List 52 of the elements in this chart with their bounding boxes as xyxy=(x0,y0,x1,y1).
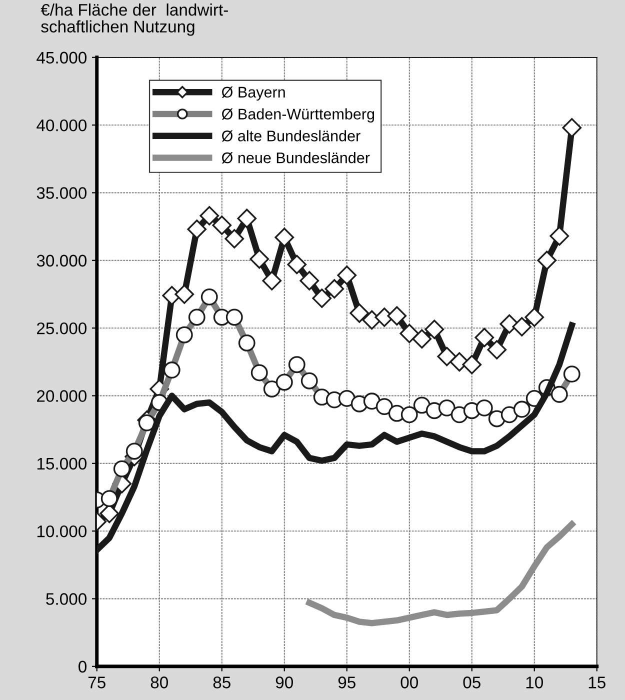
point xyxy=(237,208,257,228)
point xyxy=(312,288,332,308)
legend-label: Ø neue Bundesländer xyxy=(222,152,370,164)
point xyxy=(424,320,444,340)
x-tick-label: 85 xyxy=(213,676,230,688)
x-tick-label: 95 xyxy=(338,676,356,688)
point xyxy=(487,340,507,360)
point xyxy=(437,346,457,366)
y-tick-label: 40.000 xyxy=(36,119,87,132)
point xyxy=(462,354,482,374)
point xyxy=(300,271,320,290)
point xyxy=(550,226,570,246)
x-tick-label: 75 xyxy=(88,676,106,688)
y-tick-label: 15.000 xyxy=(37,458,87,470)
point xyxy=(400,324,420,344)
point xyxy=(174,284,194,304)
x-tick-label: 80 xyxy=(150,676,168,688)
x-tick-label: 10 xyxy=(526,676,543,688)
y-tick-label: 0 xyxy=(78,660,86,673)
x-tick-label: 00 xyxy=(400,676,418,688)
point xyxy=(224,229,244,248)
x-tick-label: 05 xyxy=(463,676,480,688)
y-axis-title: €/ha Fläche der landwirt- schaftlichen Nutzung xyxy=(40,4,228,36)
legend-label: Ø Bayern xyxy=(222,86,285,101)
legend-label: Ø Baden-Württemberg xyxy=(222,108,374,122)
y-tick-label: 45.000 xyxy=(36,52,87,64)
x-tick-label: 15 xyxy=(588,676,606,688)
y-tick-label: 10.000 xyxy=(37,525,87,538)
point xyxy=(324,279,344,298)
point xyxy=(562,118,582,138)
point xyxy=(287,254,307,274)
y-tick-label: 25.000 xyxy=(37,322,87,334)
point xyxy=(262,271,282,290)
point xyxy=(250,249,270,269)
point xyxy=(274,228,294,248)
legend-label: Ø alte Bundesländer xyxy=(222,130,360,142)
point xyxy=(200,206,220,226)
y-tick-label: 20.000 xyxy=(37,390,87,402)
point xyxy=(212,216,232,235)
point xyxy=(337,266,357,285)
y-tick-label: 35.000 xyxy=(36,187,87,199)
point xyxy=(350,304,370,323)
point xyxy=(512,317,532,336)
point xyxy=(187,220,207,239)
y-tick-label: 5.000 xyxy=(46,593,87,605)
point xyxy=(474,328,494,348)
point xyxy=(537,250,557,270)
x-tick-label: 90 xyxy=(276,676,293,688)
y-tick-label: 30.000 xyxy=(36,254,87,267)
point xyxy=(412,329,432,349)
point xyxy=(387,306,407,326)
point xyxy=(524,308,544,327)
